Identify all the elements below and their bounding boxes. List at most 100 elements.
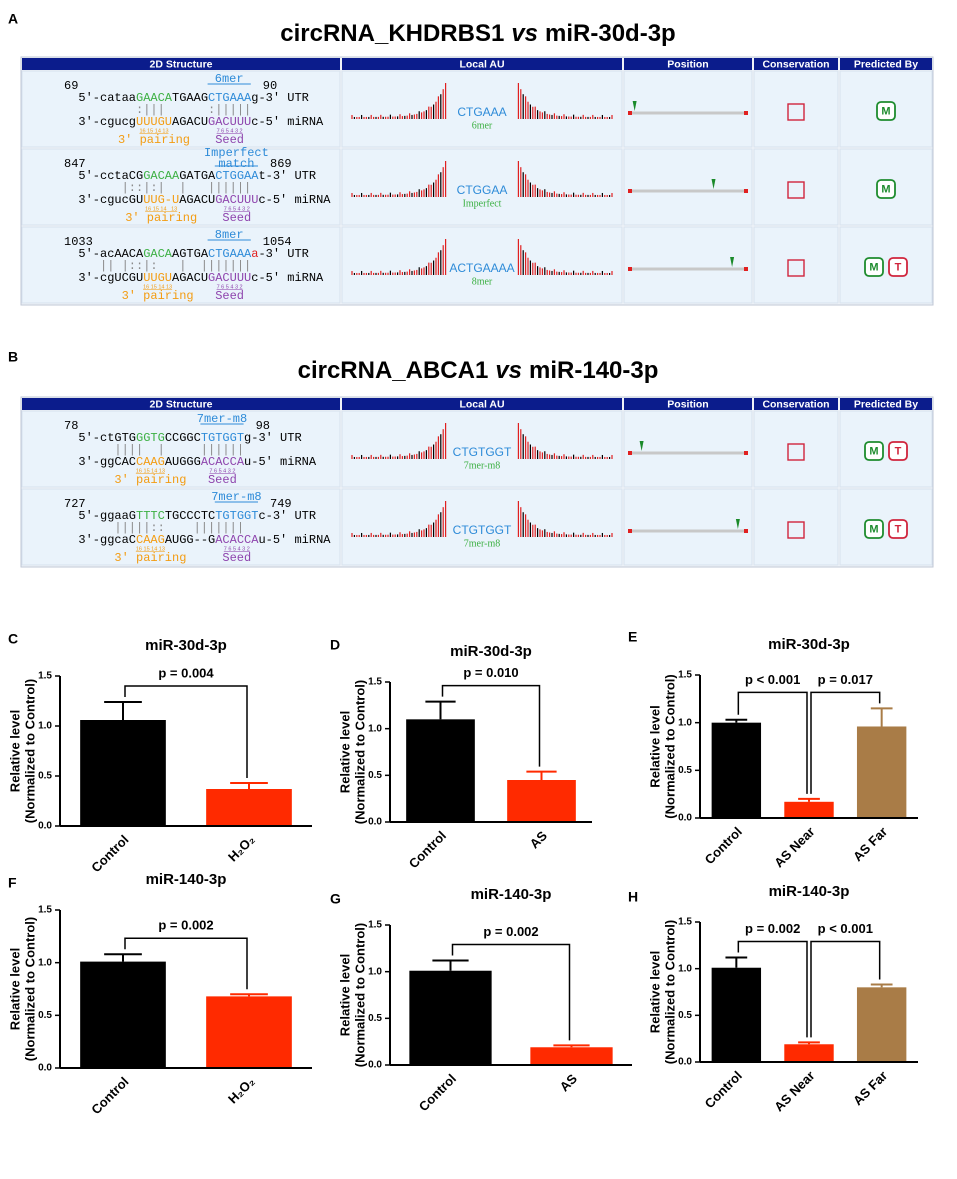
bar (206, 996, 292, 1068)
seed-numbers: 7 6 5 4 3 2 (224, 206, 250, 212)
significance-bracket (124, 685, 248, 778)
mirna-segment: c-5' miRNA (258, 193, 331, 207)
utr-segment: g-3' UTR (244, 431, 302, 445)
y-tick-label: 1.0 (678, 717, 692, 728)
y-axis-label: (Normalized to Control) (662, 920, 677, 1064)
au-type: Imperfect (463, 198, 502, 209)
site-marker (711, 179, 716, 189)
x-tick-label: Control (702, 824, 745, 867)
pairing-marks: |::|:| | |||||| (78, 181, 251, 195)
table-cell (341, 488, 623, 566)
seed-numbers: 7 6 5 4 3 2 (217, 128, 243, 134)
header-cell (754, 58, 838, 70)
header-text: Local AU (459, 58, 504, 70)
x-tick-label: AS Near (771, 1068, 817, 1114)
panel-label: C (8, 631, 18, 647)
y-tick-label: 1.0 (678, 963, 692, 974)
p-value: p < 0.001 (745, 672, 800, 687)
site-type: 7mer-m8 (211, 490, 261, 504)
track-end (628, 189, 632, 193)
mirna-segment: CAAG (136, 455, 165, 469)
utr-segment: TGTGGT (201, 431, 244, 445)
table-cell (753, 226, 839, 304)
bar (856, 726, 907, 818)
y-axis-label: Relative level (337, 711, 352, 793)
bar (530, 1047, 613, 1065)
mirna-sequence: 3'-cgucGUUUG-UAGACUGACUUUc-5' miRNA (78, 193, 331, 207)
utr-sequence: 5'-acAACAGACAAGTGACTGAAAa-3' UTR (78, 247, 308, 261)
table-cell (623, 410, 753, 488)
utr-segment: GATGA (179, 169, 216, 183)
predictor-text: T (895, 445, 902, 457)
header-cell (22, 398, 340, 410)
au-type: 7mer-m8 (464, 460, 500, 471)
mirna-segment: CAAG (136, 533, 165, 547)
table-cell (753, 70, 839, 148)
x-tick-label: Control (702, 1068, 745, 1111)
y-tick-label: 0.5 (368, 1013, 382, 1024)
header-text: Position (667, 398, 708, 410)
table-cell (341, 148, 623, 226)
bar (80, 961, 166, 1068)
header-text: 2D Structure (149, 398, 212, 410)
predictor-text: M (869, 523, 878, 535)
panel-title: circRNA_KHDRBS1 vs miR-30d-3p (280, 20, 675, 47)
y-axis-label: Relative level (337, 954, 352, 1036)
table-cell (21, 226, 341, 304)
predictor-badge (876, 179, 896, 199)
table-cell (753, 488, 839, 566)
utr-segment: TTTC (136, 509, 165, 523)
site-marker (730, 257, 735, 267)
pairing-numbers: 16 15 14 13 (145, 206, 177, 212)
seed-label: Seed (215, 133, 244, 147)
significance-bracket (810, 691, 881, 794)
site-end: 98 (256, 419, 270, 433)
x-tick-label: Control (406, 828, 449, 871)
header-text: Conservation (762, 398, 829, 410)
table-cell (839, 226, 933, 304)
mirna-segment: AGACU (172, 115, 208, 129)
predictor-badge (864, 441, 884, 461)
utr-segment: g-3' UTR (251, 91, 309, 105)
chart-title: miR-140-3p (769, 883, 850, 900)
y-tick-label: 1.0 (368, 723, 382, 734)
pairing-marks: |||||:: ||||||| (78, 521, 244, 535)
table-cell (753, 410, 839, 488)
table-cell (623, 488, 753, 566)
significance-bracket (810, 940, 881, 1038)
mirna-sequence: 3'-cgucgUUUGUAGACUGACUUUc-5' miRNA (78, 115, 324, 129)
site-end: 749 (270, 497, 292, 511)
au-type: 8mer (472, 276, 493, 287)
y-tick-label: 1.5 (368, 677, 382, 688)
track-end (744, 189, 748, 193)
site-start: 78 (64, 419, 78, 433)
site-marker (639, 441, 644, 451)
predictor-text: M (869, 261, 878, 273)
y-tick-label: 1.5 (38, 671, 52, 682)
utr-segment: GACAA (143, 169, 180, 183)
mirna-segment: AUGGG (165, 455, 201, 469)
header-text: 2D Structure (149, 58, 212, 70)
pairing-label: 3' pairing (122, 289, 194, 303)
p-value: p = 0.004 (158, 665, 214, 680)
table-cell (623, 70, 753, 148)
header-cell (840, 58, 932, 70)
mirna-segment: UUG-U (143, 193, 179, 207)
bar (80, 720, 166, 826)
au-site: CTGTGGT (453, 445, 512, 459)
title-part: circRNA_ABCA1 (298, 357, 489, 384)
pairing-numbers: 16 15 14 13 (136, 546, 165, 552)
utr-segment: 5'-acAACA (78, 247, 144, 261)
predictor-badge (888, 441, 908, 461)
table-cell (341, 70, 623, 148)
utr-segment: t-3' UTR (258, 169, 316, 183)
panel-label: A (8, 11, 18, 27)
pairing-label: 3' pairing (118, 133, 190, 147)
seed-numbers: 7 6 5 4 3 2 (224, 546, 250, 552)
track-end (628, 529, 632, 533)
seed-numbers: 7 6 5 4 3 2 (209, 468, 235, 474)
mirna-segment: ACACCA (215, 533, 259, 547)
title-part: circRNA_KHDRBS1 (280, 20, 504, 47)
bar (784, 801, 834, 818)
